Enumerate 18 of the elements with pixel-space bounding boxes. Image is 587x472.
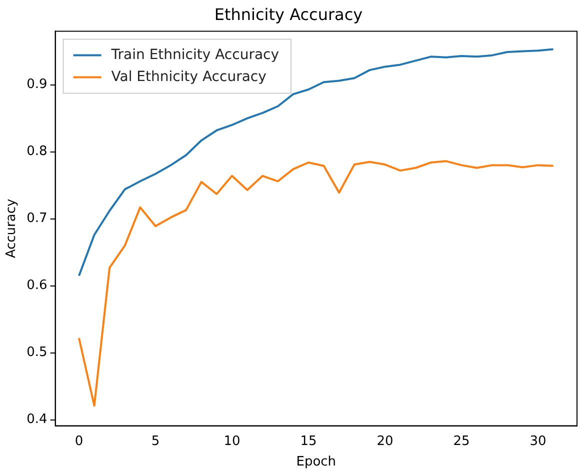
y-tick-label: 0.9 [26, 77, 48, 92]
x-tick-label: 20 [376, 434, 394, 449]
x-tick-label: 25 [453, 434, 470, 449]
y-tick-label: 0.7 [26, 211, 48, 226]
y-tick-label: 0.8 [26, 144, 48, 160]
y-tick-label: 0.4 [26, 412, 48, 428]
x-tick-label: 0 [74, 434, 84, 449]
x-tick-label: 30 [530, 434, 546, 449]
chart-title: Ethnicity Accuracy [214, 4, 363, 24]
y-axis-title: Accuracy [4, 198, 20, 258]
x-tick-label: 15 [300, 434, 317, 449]
y-tick-label: 0.6 [26, 278, 48, 294]
legend-label: Val Ethnicity Accuracy [111, 68, 266, 85]
y-tick-label: 0.5 [26, 345, 48, 360]
x-axis-title: Epoch [296, 454, 336, 470]
x-tick-label: 10 [224, 434, 240, 449]
x-tick-label: 5 [151, 434, 160, 449]
legend-label: Train Ethnicity Accuracy [110, 46, 280, 63]
